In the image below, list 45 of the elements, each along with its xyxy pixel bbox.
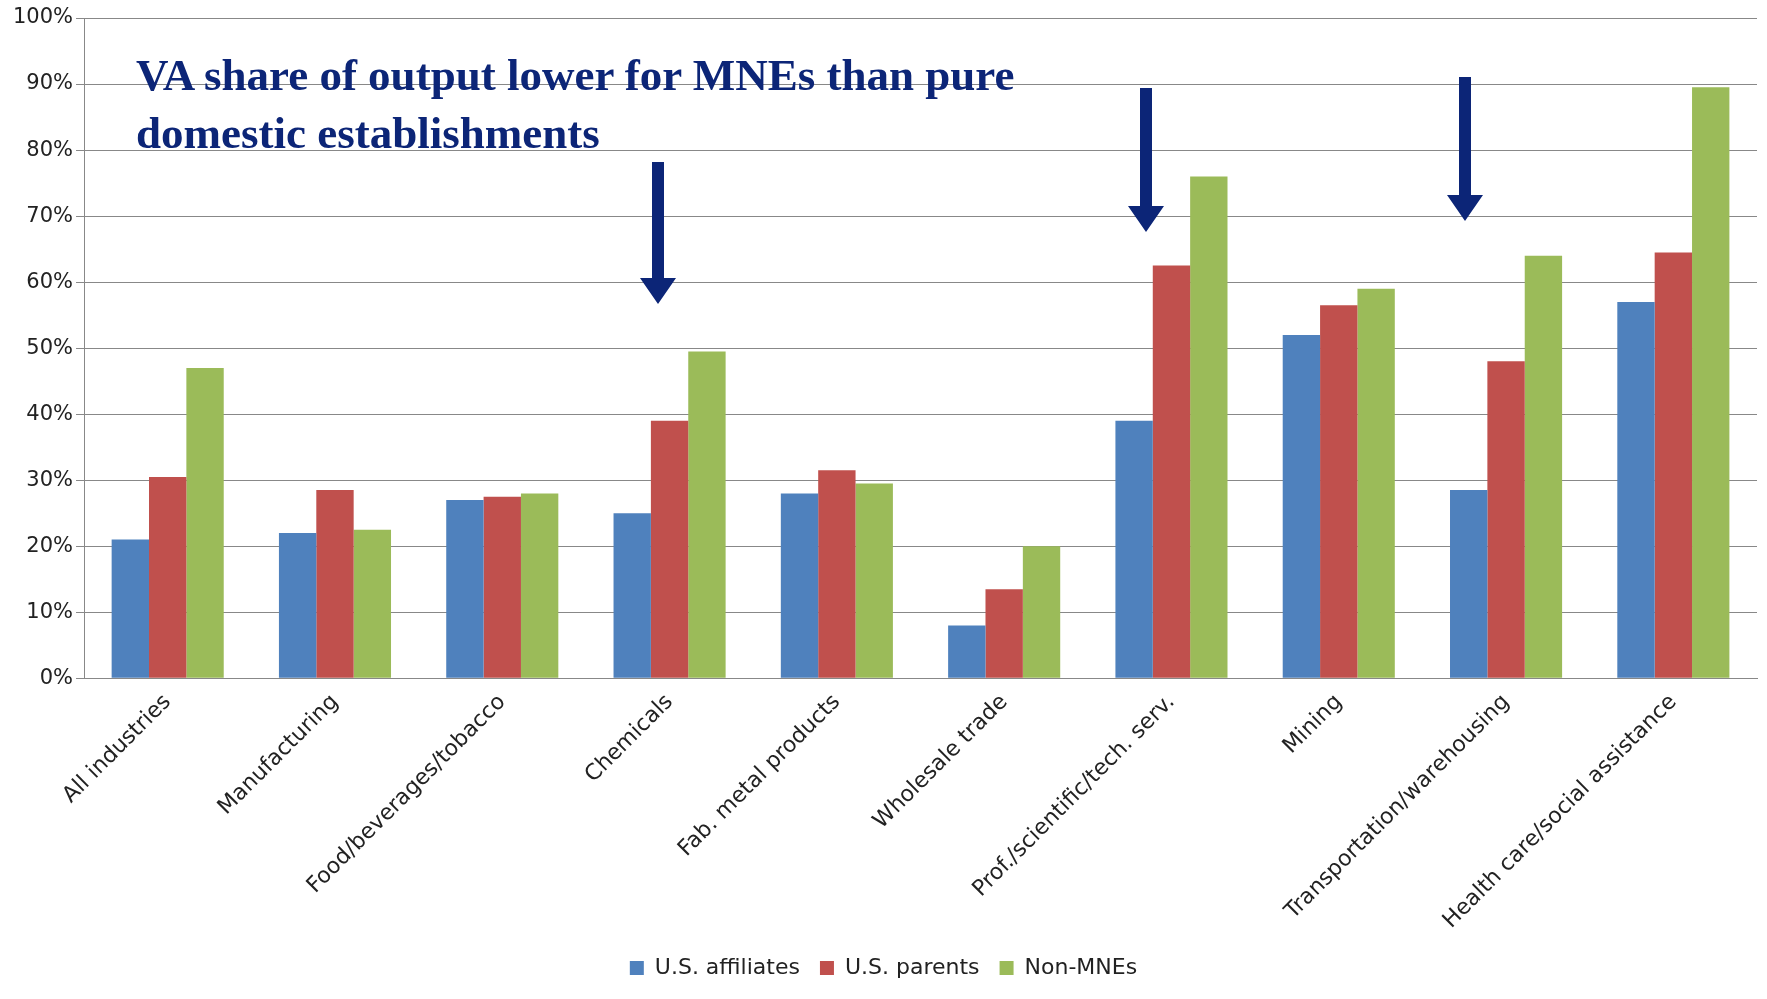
- bar: [1450, 490, 1488, 678]
- bar: [1022, 546, 1061, 678]
- y-tick-label: 50%: [26, 334, 74, 359]
- legend-label: U.S. parents: [844, 953, 980, 979]
- bar: [1692, 87, 1730, 678]
- y-tick-label: 0%: [39, 664, 74, 689]
- bar: [483, 496, 521, 678]
- bar: [1357, 288, 1395, 678]
- y-tick-label: 80%: [26, 136, 74, 161]
- y-tick-label: 10%: [26, 598, 74, 623]
- y-tick-label: 70%: [26, 202, 74, 227]
- y-tick-label: 30%: [26, 466, 74, 491]
- bar: [1524, 255, 1563, 678]
- y-tick-label: 20%: [26, 532, 74, 557]
- bar: [780, 493, 819, 678]
- y-tick-label: 100%: [12, 4, 74, 29]
- bar: [650, 420, 689, 678]
- bar: [985, 589, 1023, 678]
- y-tick-label: 60%: [26, 268, 74, 293]
- bar: [316, 490, 354, 678]
- legend-label: U.S. affiliates: [654, 953, 800, 979]
- bar: [1282, 334, 1321, 678]
- bar: [1152, 265, 1191, 678]
- bar: [278, 533, 317, 678]
- text: VA share of output lower for MNEs than pure domestic establishments: [136, 49, 1016, 160]
- y-tick-label: 40%: [26, 400, 74, 425]
- bar: [1654, 252, 1693, 678]
- bar: [613, 513, 651, 678]
- legend-label: Non-MNEs: [1024, 953, 1138, 979]
- bar: [1617, 301, 1655, 678]
- bar: [446, 500, 484, 678]
- bar: [353, 529, 392, 678]
- bar: [948, 625, 986, 678]
- bar: [1190, 176, 1228, 678]
- bar: [111, 539, 149, 678]
- y-tick-label: 90%: [26, 70, 74, 95]
- bar: [520, 493, 559, 678]
- bar: [1115, 420, 1153, 678]
- bar: [1320, 305, 1358, 678]
- bar: [186, 367, 224, 678]
- bar: [855, 483, 893, 678]
- bar: [1487, 361, 1525, 678]
- bar: [688, 351, 726, 678]
- bar: [818, 470, 856, 678]
- bar: [149, 476, 187, 678]
